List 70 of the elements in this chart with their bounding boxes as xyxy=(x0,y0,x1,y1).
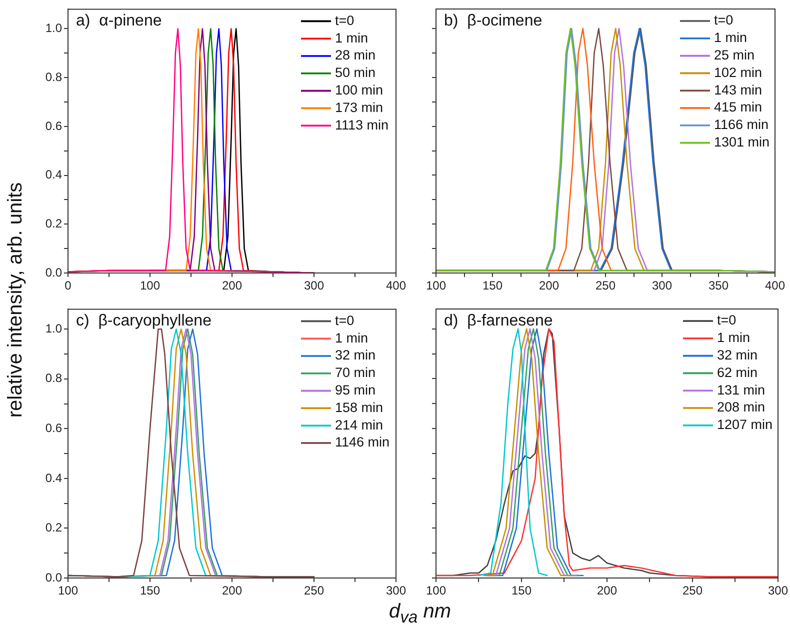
legend-label: 32 min xyxy=(716,348,758,363)
x-tick-label: 150 xyxy=(140,584,160,598)
legend-label: t=0 xyxy=(334,312,354,328)
legend-label: 1166 min xyxy=(714,117,769,132)
legend-label: t=0 xyxy=(334,12,354,28)
legend-label: 1 min xyxy=(334,330,368,346)
y-tick-label: 1.0 xyxy=(45,321,62,336)
legend-label: 70 min xyxy=(334,365,376,380)
legend-label: 25 min xyxy=(714,48,755,63)
x-axis-title: d$_{va}$ nm xyxy=(388,600,452,628)
y-tick-label: 0.4 xyxy=(45,470,62,485)
x-tick-label: 100 xyxy=(140,278,160,293)
legend-label: 1207 min xyxy=(716,417,773,432)
legend-label: t=0 xyxy=(714,12,734,28)
y-tick-label: 0.2 xyxy=(45,216,62,230)
legend-label: 1146 min xyxy=(334,434,390,450)
legend-label: 62 min xyxy=(716,364,758,380)
x-tick-label: 300 xyxy=(768,584,788,598)
y-tick-label: 0.8 xyxy=(45,371,62,386)
x-tick-label: 300 xyxy=(652,278,672,293)
y-tick-label: 0.6 xyxy=(45,118,62,133)
x-tick-label: 400 xyxy=(764,278,786,293)
x-tick-label: 250 xyxy=(595,278,616,293)
x-tick-label: 150 xyxy=(511,584,532,598)
y-axis-title: relative intensity, arb. units xyxy=(4,182,28,418)
legend-label: 143 min xyxy=(714,82,762,98)
chart-title: c) β-caryophyllene xyxy=(76,312,212,330)
y-tick-label: 0.0 xyxy=(45,570,62,584)
x-tick-label: 200 xyxy=(222,278,242,293)
x-tick-label: 350 xyxy=(708,278,729,293)
legend-label: 50 min xyxy=(334,65,376,80)
x-tick-label: 0 xyxy=(64,278,72,293)
x-tick-label: 200 xyxy=(222,584,242,598)
y-tick-label: 0.2 xyxy=(45,520,62,535)
y-tick-label: 0.8 xyxy=(45,70,62,84)
legend-label: 214 min xyxy=(334,417,384,432)
x-tick-label: 300 xyxy=(304,278,324,293)
legend-label: 131 min xyxy=(716,382,766,398)
y-tick-label: 1.0 xyxy=(45,21,62,36)
chart-title: d) β-farnesene xyxy=(444,312,553,330)
x-tick-label: 100 xyxy=(58,584,78,598)
legend-label: 208 min xyxy=(716,400,766,415)
legend-label: 95 min xyxy=(334,382,376,398)
legend-label: t=0 xyxy=(716,312,736,328)
x-tick-label: 200 xyxy=(538,278,560,293)
legend-label: 1 min xyxy=(716,330,750,346)
legend-label: 32 min xyxy=(334,348,376,363)
legend-label: 415 min xyxy=(714,100,762,115)
legend-label: 1 min xyxy=(714,30,748,46)
legend-label: 100 min xyxy=(334,82,384,98)
x-tick-label: 200 xyxy=(596,584,618,598)
x-tick-label: 300 xyxy=(386,584,406,598)
y-tick-label: 0.4 xyxy=(45,168,62,182)
legend-label: 28 min xyxy=(334,48,376,63)
x-tick-label: 400 xyxy=(386,278,406,293)
legend-label: 158 min xyxy=(334,400,384,415)
y-tick-label: 0.0 xyxy=(45,265,62,280)
legend-label: 173 min xyxy=(334,100,384,115)
chart-title: a) α-pinene xyxy=(76,12,162,30)
x-tick-label: 150 xyxy=(482,278,503,293)
x-tick-label: 100 xyxy=(426,584,446,598)
legend-label: 1 min xyxy=(334,30,368,46)
legend-label: 1113 min xyxy=(334,117,389,132)
y-tick-label: 0.6 xyxy=(45,420,62,435)
x-tick-label: 100 xyxy=(426,278,446,293)
chart-title: b) β-ocimene xyxy=(444,12,542,30)
legend-label: 102 min xyxy=(714,64,762,80)
x-tick-label: 250 xyxy=(304,584,324,598)
x-tick-label: 250 xyxy=(682,584,703,598)
legend-label: 1301 min xyxy=(714,134,770,150)
